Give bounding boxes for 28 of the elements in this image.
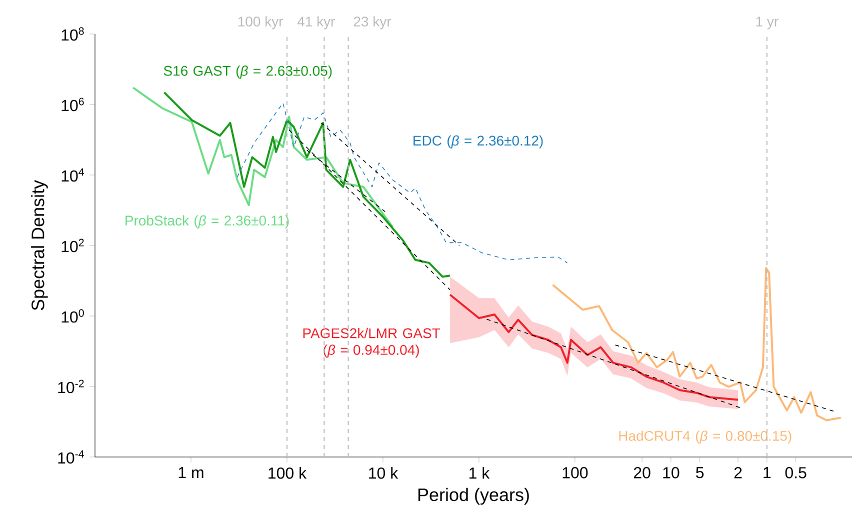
y-axis-title: Spectral Density [31,180,48,310]
x-tick-label: 100 [562,467,588,478]
ref-line-label: 1 yr [756,16,778,30]
series-label: HadCRUT4 (β = 0.80±0.15) [619,430,792,444]
x-tick-label: 1 k [470,467,490,479]
x-tick-label: 5 [696,467,704,478]
ref-line-label: 41 kyr [297,16,335,30]
x-tick-label: 20 [634,467,650,478]
x-tick-label: 2 [734,467,742,478]
ref-line-label: 23 kyr [354,16,392,30]
x-tick-label: 100 k [268,467,307,479]
ref-line-label: 100 kyr [238,16,284,30]
x-axis-title: Period (years) [418,488,529,505]
x-tick-label: 0.5 [785,467,806,478]
x-tick-label: 10 k [369,467,398,479]
y-tick-label: 10$^{6}$ [62,98,84,112]
text: EDC (β = 2.36±0.12) [414,135,543,148]
y-tick-label: 10$^{8}$ [62,27,84,41]
y-tick-label: 10$^{4}$ [62,168,84,182]
y-tick-label: 10$^{2}$ [62,238,84,252]
x-tick-label: 10 [663,467,680,478]
series-label: S16 GAST (β = 2.63±0.05) [164,66,332,79]
x-tick-label: 1 [764,467,771,478]
x-tick-label: 1 m [178,467,204,478]
y-tick-label: 10$^{-4}$ [58,450,84,464]
y-tick-label: 10$^{-2}$ [58,380,84,394]
y-tick-label: 10$^{0}$ [62,309,84,323]
text: ProbStack (β = 2.36±0.11) [126,215,289,228]
